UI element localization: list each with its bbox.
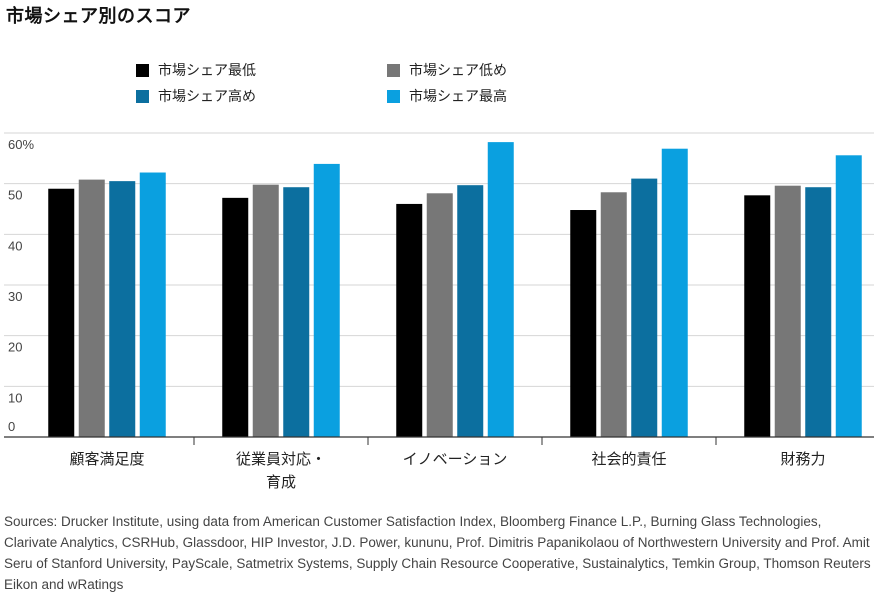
bar-chart: 0 10 20 30 40 50 60% 顧客満足度 従業員対応・育成 イノベーション 社会的責任 財… bbox=[4, 132, 874, 491]
bar bbox=[139, 172, 166, 437]
bar bbox=[396, 203, 423, 437]
legend-item-high: 市場シェア高め bbox=[136, 86, 256, 106]
legend-swatch-lowest bbox=[136, 63, 149, 77]
bar bbox=[283, 187, 310, 437]
x-category-label: 育成 bbox=[266, 473, 296, 491]
bar bbox=[631, 178, 658, 437]
legend-label-low: 市場シェア低め bbox=[409, 63, 507, 79]
bar bbox=[313, 163, 340, 437]
legend-swatch-highest bbox=[387, 89, 400, 103]
y-tick-label: 30 bbox=[8, 289, 22, 304]
legend-item-lowest: 市場シェア最低 bbox=[136, 60, 256, 80]
legend-item-low: 市場シェア低め bbox=[387, 60, 507, 80]
bar bbox=[252, 184, 279, 437]
x-category-label: 顧客満足度 bbox=[69, 450, 144, 468]
legend-label-lowest: 市場シェア最低 bbox=[158, 63, 256, 79]
bar bbox=[457, 185, 484, 437]
bar bbox=[570, 210, 597, 437]
legend-label-highest: 市場シェア最高 bbox=[409, 89, 507, 105]
y-tick-label: 20 bbox=[8, 340, 22, 355]
bar bbox=[222, 197, 249, 437]
x-category-label: 社会的責任 bbox=[591, 450, 666, 468]
x-category-label: イノベーション bbox=[403, 450, 508, 468]
bar bbox=[78, 179, 105, 437]
legend-swatch-low bbox=[387, 63, 400, 77]
y-tick-label: 40 bbox=[8, 238, 22, 253]
bar bbox=[426, 193, 453, 437]
bar bbox=[835, 155, 862, 437]
sources-note: Sources: Drucker Institute, using data f… bbox=[4, 514, 871, 592]
y-tick-label: 50 bbox=[8, 188, 22, 203]
bar bbox=[661, 148, 688, 437]
bar bbox=[48, 188, 75, 437]
bar bbox=[109, 181, 136, 437]
legend-swatch-high bbox=[136, 89, 149, 103]
legend-label-high: 市場シェア高め bbox=[158, 89, 256, 105]
bar bbox=[487, 142, 514, 437]
legend-item-highest: 市場シェア最高 bbox=[387, 86, 507, 106]
x-category-label: 財務力 bbox=[780, 450, 825, 468]
bar bbox=[805, 187, 832, 437]
bar bbox=[774, 185, 801, 437]
y-tick-label: 60% bbox=[8, 137, 34, 152]
y-tick-label: 0 bbox=[8, 419, 15, 434]
bar bbox=[744, 195, 771, 437]
bar bbox=[600, 192, 627, 437]
x-category-label: 従業員対応・ bbox=[236, 450, 326, 468]
y-tick-label: 10 bbox=[8, 390, 22, 405]
chart-title: 市場シェア別のスコア bbox=[6, 6, 191, 27]
